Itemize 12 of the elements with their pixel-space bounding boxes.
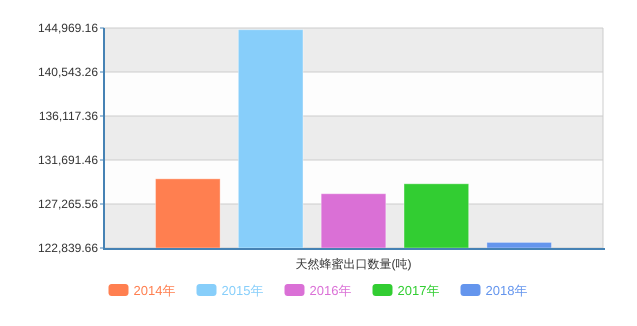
legend-label: 2017年 [398,283,440,298]
y-tick-label: 136,117.36 [38,109,98,123]
x-tick-label: 天然蜂蜜出口数量(吨) [296,257,412,271]
y-tick-label: 131,691.46 [38,153,98,167]
y-tick-label: 144,969.16 [38,21,98,35]
legend-label: 2015年 [222,283,264,298]
y-tick-label: 122,839.66 [38,241,98,255]
legend-label: 2014年 [134,283,176,298]
legend-label: 2018年 [486,283,528,298]
y-tick-label: 127,265.56 [38,197,98,211]
legend-label: 2016年 [310,283,352,298]
y-tick-label: 140,543.26 [38,65,98,79]
